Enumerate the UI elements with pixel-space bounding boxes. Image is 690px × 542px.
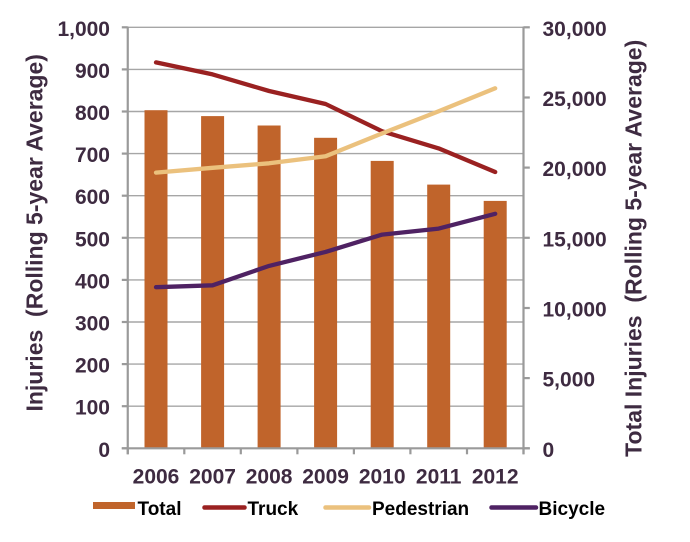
svg-text:2009: 2009 — [302, 466, 349, 489]
svg-text:5,000: 5,000 — [543, 369, 596, 392]
svg-text:2007: 2007 — [189, 466, 236, 489]
svg-text:15,000: 15,000 — [543, 228, 607, 251]
svg-text:Total Injuries (Rolling 5-yea: Total Injuries (Rolling 5-year Average) — [621, 40, 647, 457]
svg-text:10,000: 10,000 — [543, 299, 607, 322]
svg-text:2012: 2012 — [472, 466, 519, 489]
svg-text:25,000: 25,000 — [543, 88, 607, 111]
svg-text:900: 900 — [75, 60, 110, 83]
svg-text:0: 0 — [543, 439, 555, 462]
svg-text:Truck: Truck — [248, 499, 299, 520]
svg-text:100: 100 — [75, 397, 110, 420]
svg-text:600: 600 — [75, 186, 110, 209]
svg-text:400: 400 — [75, 270, 110, 293]
svg-text:Injuries (Rolling 5-year Aver: Injuries (Rolling 5-year Average) — [21, 54, 47, 411]
svg-text:2010: 2010 — [359, 466, 406, 489]
svg-text:200: 200 — [75, 355, 110, 378]
svg-text:0: 0 — [98, 439, 110, 462]
svg-text:2011: 2011 — [416, 466, 462, 489]
svg-text:500: 500 — [75, 228, 110, 251]
svg-text:Pedestrian: Pedestrian — [372, 499, 469, 520]
svg-text:2006: 2006 — [133, 466, 180, 489]
svg-text:20,000: 20,000 — [543, 158, 607, 181]
svg-text:300: 300 — [75, 313, 110, 336]
svg-text:Bicycle: Bicycle — [539, 499, 606, 520]
svg-text:Total: Total — [138, 499, 182, 520]
svg-text:700: 700 — [75, 144, 110, 167]
svg-text:1,000: 1,000 — [57, 18, 110, 41]
svg-text:30,000: 30,000 — [543, 18, 607, 41]
svg-text:2008: 2008 — [246, 466, 293, 489]
svg-text:800: 800 — [75, 102, 110, 125]
